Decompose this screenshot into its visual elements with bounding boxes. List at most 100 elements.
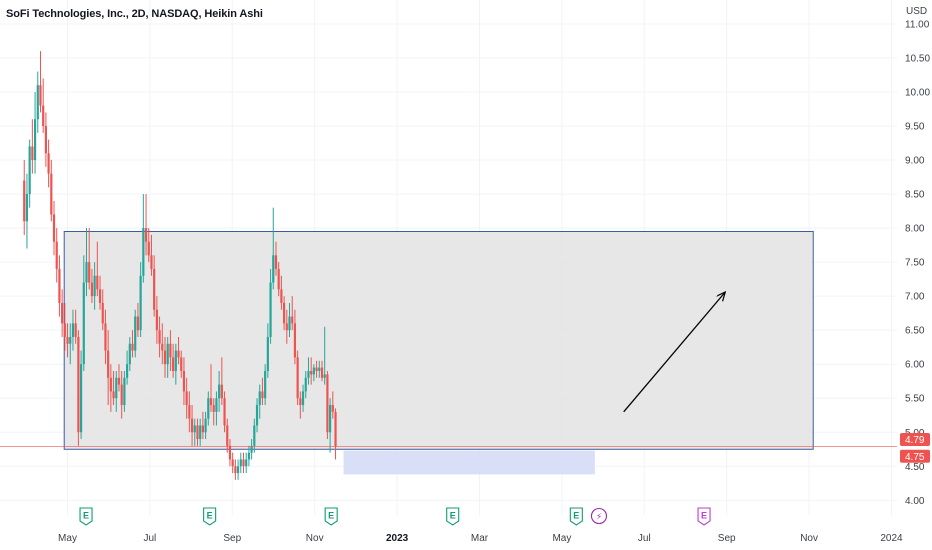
xaxis-tick-label: Sep bbox=[718, 533, 736, 544]
xaxis-tick-label: Sep bbox=[223, 533, 241, 544]
candle-body bbox=[155, 309, 158, 331]
candle-body bbox=[131, 343, 134, 351]
candle-body bbox=[85, 262, 88, 283]
candle-body bbox=[163, 350, 167, 365]
candle-body bbox=[180, 357, 183, 372]
candle-body bbox=[296, 357, 299, 399]
candle-body bbox=[318, 367, 321, 372]
candle-body bbox=[42, 105, 45, 127]
candle-body bbox=[134, 316, 137, 351]
candle-body bbox=[331, 405, 334, 412]
earnings-icon[interactable] bbox=[446, 507, 460, 526]
candle-body bbox=[285, 323, 288, 331]
candle-body bbox=[312, 367, 315, 375]
candle-body bbox=[326, 374, 329, 433]
candle-body bbox=[291, 316, 294, 324]
candle-body bbox=[185, 391, 188, 406]
candle-body bbox=[239, 459, 242, 467]
candle-body bbox=[55, 241, 58, 269]
xaxis-tick-label: May bbox=[58, 533, 77, 544]
earnings-icon[interactable] bbox=[697, 507, 711, 526]
yaxis-tick-label: 10.00 bbox=[905, 88, 930, 99]
candle-body bbox=[274, 255, 278, 269]
candle-body bbox=[258, 391, 261, 406]
candle-body bbox=[188, 405, 191, 419]
candle-body bbox=[31, 146, 34, 161]
earnings-icon[interactable] bbox=[79, 507, 93, 526]
candle-body bbox=[226, 425, 229, 446]
candle-body bbox=[169, 343, 172, 358]
range-box[interactable] bbox=[63, 231, 814, 450]
earnings-icon[interactable] bbox=[569, 507, 583, 526]
candle-body bbox=[28, 146, 31, 195]
earnings-icon[interactable] bbox=[203, 507, 217, 526]
yaxis-currency-label: USD bbox=[906, 6, 927, 17]
yaxis-tick-label: 7.00 bbox=[905, 292, 925, 303]
price-label-text: 4.79 bbox=[905, 435, 925, 446]
candle-body bbox=[128, 343, 131, 365]
earnings-icon-label: E bbox=[450, 511, 456, 521]
earnings-icon-label: E bbox=[207, 511, 213, 521]
earnings-icon[interactable] bbox=[324, 507, 338, 526]
candle-body bbox=[201, 425, 204, 433]
candle-body bbox=[61, 302, 64, 324]
candles-layer bbox=[23, 51, 337, 480]
candle-body bbox=[166, 343, 169, 365]
candle-body bbox=[71, 323, 75, 337]
candle-body bbox=[101, 302, 104, 324]
candle-body bbox=[323, 374, 326, 378]
price-label-badge bbox=[900, 433, 930, 447]
candle-body bbox=[293, 323, 297, 358]
candle-body bbox=[245, 459, 248, 467]
xaxis-tick-label: Jul bbox=[638, 533, 651, 544]
time-axis[interactable]: May Jul Sep Nov 2023 Mar May Jul Sep Nov 2024 bbox=[58, 533, 903, 544]
candle-body bbox=[112, 391, 115, 399]
candle-body bbox=[174, 350, 177, 372]
candle-body bbox=[261, 391, 264, 399]
candle-body bbox=[272, 255, 275, 283]
candle-body bbox=[66, 336, 69, 344]
candle-body bbox=[33, 119, 37, 161]
candle-body bbox=[158, 330, 161, 344]
candle-body bbox=[147, 241, 150, 256]
candle-body bbox=[44, 126, 47, 154]
yaxis-tick-label: 9.00 bbox=[905, 156, 925, 167]
candle-body bbox=[255, 405, 259, 426]
candle-body bbox=[161, 343, 164, 351]
support-zone[interactable] bbox=[343, 450, 595, 475]
candle-body bbox=[190, 418, 194, 433]
price-label-badge bbox=[900, 449, 930, 463]
candle-body bbox=[109, 377, 112, 392]
candle-body bbox=[196, 425, 199, 440]
earnings-icon-label: E bbox=[573, 511, 579, 521]
candle-body bbox=[236, 466, 240, 474]
candle-body bbox=[280, 289, 283, 303]
candle-body bbox=[79, 364, 83, 433]
dividend-icon[interactable] bbox=[590, 507, 608, 525]
price-axis[interactable]: USD4.004.505.005.506.006.507.007.508.008… bbox=[900, 6, 930, 507]
candle-body bbox=[120, 384, 123, 406]
candle-body bbox=[23, 180, 26, 222]
candle-body bbox=[204, 418, 207, 433]
candle-body bbox=[123, 377, 126, 406]
yaxis-tick-label: 7.50 bbox=[905, 258, 925, 269]
candle-body bbox=[63, 323, 66, 337]
candle-body bbox=[69, 336, 72, 344]
trend-arrow[interactable] bbox=[623, 293, 725, 413]
candle-body bbox=[228, 445, 232, 460]
candle-body bbox=[282, 302, 286, 324]
candle-body bbox=[288, 316, 291, 331]
candle-body bbox=[234, 466, 237, 474]
chart-title: SoFi Technologies, Inc., 2D, NASDAQ, Hei… bbox=[6, 8, 263, 20]
candle-body bbox=[307, 371, 310, 378]
earnings-icon-label: E bbox=[701, 511, 707, 521]
candle-body bbox=[88, 262, 91, 283]
candle-body bbox=[117, 377, 121, 385]
xaxis-tick-label: 2024 bbox=[880, 533, 903, 544]
xaxis-tick-label: Nov bbox=[800, 533, 818, 544]
candle-body bbox=[315, 367, 318, 372]
candle-body bbox=[142, 228, 145, 276]
candle-body bbox=[223, 398, 226, 426]
